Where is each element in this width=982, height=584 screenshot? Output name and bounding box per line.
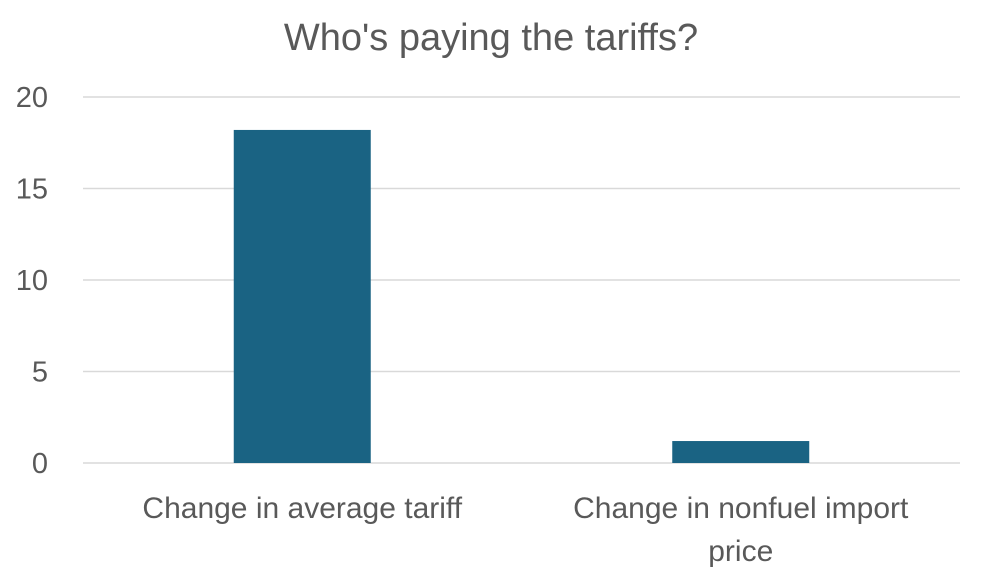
y-tick-label: 10 bbox=[16, 265, 48, 297]
bars bbox=[233, 129, 810, 463]
x-category-label: price bbox=[708, 535, 773, 568]
x-axis-category-labels: Change in average tariff Change in nonfue… bbox=[142, 492, 909, 568]
y-tick-label: 20 bbox=[16, 82, 48, 114]
bar-2 bbox=[672, 441, 810, 463]
x-category-label: Change in average tariff bbox=[142, 492, 462, 525]
chart-title: Who's paying the tariffs? bbox=[284, 17, 698, 59]
gridlines bbox=[83, 96, 960, 464]
y-tick-label: 15 bbox=[16, 174, 48, 206]
x-category-label: Change in nonfuel import bbox=[573, 492, 909, 525]
bar-1 bbox=[233, 129, 371, 463]
y-tick-label: 5 bbox=[32, 357, 48, 389]
y-axis-ticks: 0 5 10 15 20 bbox=[16, 82, 48, 480]
y-tick-label: 0 bbox=[32, 448, 48, 480]
